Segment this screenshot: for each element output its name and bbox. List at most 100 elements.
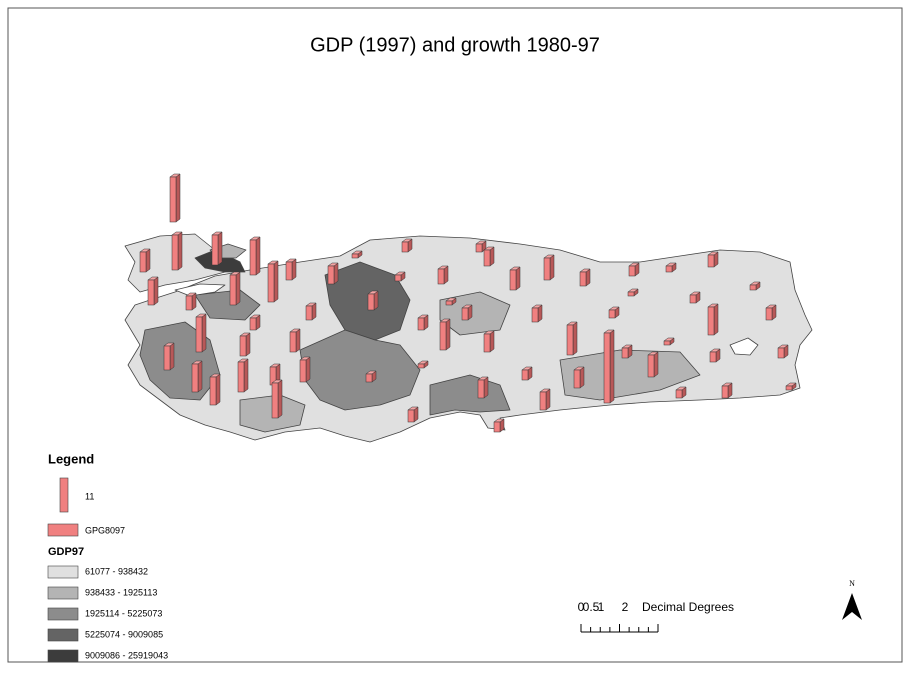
bar-side — [175, 173, 181, 223]
bar-front — [407, 409, 415, 423]
bar-side — [305, 356, 311, 383]
legend-symbol-field: GPG8097 — [85, 525, 125, 535]
bar-front — [777, 347, 785, 359]
bar-side — [277, 379, 283, 419]
legend-class-label: 9009086 - 25919043 — [85, 650, 168, 660]
scale-tick-label: 0 — [578, 600, 585, 614]
bar-front — [289, 331, 297, 353]
bar-side — [515, 266, 521, 291]
bar-side — [579, 366, 585, 389]
legend-bar-icon — [59, 477, 69, 513]
bar-front — [483, 333, 491, 353]
bar-side — [483, 376, 489, 399]
bar-front — [493, 421, 501, 433]
bar-side — [201, 313, 207, 353]
bar-front — [785, 385, 793, 391]
bar-side — [572, 321, 578, 356]
bar-side — [333, 262, 339, 285]
bar-front — [573, 369, 581, 389]
bar-front — [627, 291, 635, 297]
region-konya — [299, 329, 421, 411]
bar-side — [713, 303, 719, 336]
bar-front — [579, 271, 587, 287]
bar-front — [721, 385, 729, 399]
bar-front — [417, 317, 425, 331]
legend-class-label: 1925114 - 5225073 — [85, 608, 162, 618]
legend-class-swatch — [47, 586, 79, 600]
scale-bar: 00.51 2 Decimal Degrees — [578, 600, 734, 633]
bar-front — [709, 351, 717, 363]
region-south — [429, 374, 511, 416]
bar-front — [439, 321, 447, 351]
bar-front — [249, 239, 257, 276]
bar-front — [509, 269, 517, 291]
bar-side — [145, 248, 151, 273]
bar-front — [305, 305, 313, 321]
bar-side — [235, 271, 241, 306]
bar-side — [653, 351, 659, 378]
bar-front — [365, 373, 373, 383]
bar-front — [566, 324, 574, 356]
bar-side — [255, 236, 261, 276]
bar-front — [169, 176, 177, 223]
north-label: N — [849, 579, 855, 588]
legend-title: Legend — [48, 451, 94, 466]
bar-front — [249, 317, 257, 331]
bar-front — [675, 389, 683, 399]
bar-side — [177, 231, 183, 271]
bar-front — [665, 265, 673, 273]
legend-class-swatch — [47, 649, 79, 663]
bar-front — [367, 293, 375, 311]
bar-front — [163, 345, 171, 371]
bar-front — [603, 332, 611, 404]
bar-front — [285, 261, 293, 281]
bar-front — [628, 265, 636, 277]
bar-side — [273, 260, 279, 303]
bar-front — [351, 253, 359, 259]
bar-front — [461, 307, 469, 321]
bar-front — [209, 376, 217, 406]
north-arrow — [842, 593, 862, 620]
growth-bars — [139, 173, 797, 433]
scale-tick-label: 1 — [598, 600, 605, 614]
region-ankara — [324, 261, 411, 341]
legend-class-swatch — [47, 628, 79, 642]
bar-front — [707, 306, 715, 336]
bar-front — [477, 379, 485, 399]
bar-front — [185, 295, 193, 311]
bar-front — [271, 382, 279, 419]
bar-front — [543, 257, 551, 281]
bar-front — [531, 307, 539, 323]
bar-side — [243, 358, 249, 393]
legend-class-label: 61077 - 938432 — [85, 566, 148, 576]
bar-front — [147, 279, 155, 306]
lake-van — [729, 337, 759, 356]
legend-classes: 61077 - 938432 938433 - 1925113 1925114 - … — [47, 565, 168, 663]
bar-front — [663, 340, 671, 346]
bar-front — [394, 274, 402, 282]
bar-side — [609, 329, 615, 404]
bar-side — [197, 360, 203, 393]
bar-front — [483, 249, 491, 267]
bar-front — [139, 251, 147, 273]
scale-tick-label: 0.5 — [583, 600, 600, 614]
bar-side — [489, 330, 495, 353]
bar-front — [237, 361, 245, 393]
bar-side — [217, 231, 223, 266]
legend-class-label: 938433 - 1925113 — [85, 587, 157, 597]
legend-class-field: GDP97 — [48, 546, 84, 558]
legend-symbol-swatch — [47, 523, 79, 537]
bar-front — [191, 363, 199, 393]
bar-front — [327, 265, 335, 285]
scale-units: Decimal Degrees — [642, 600, 734, 614]
bar-front — [475, 243, 483, 253]
bar-front — [171, 234, 179, 271]
bar-side — [291, 258, 297, 281]
bar-front — [211, 234, 219, 266]
bar-front — [749, 284, 757, 291]
map-title: GDP (1997) and growth 1980-97 — [310, 34, 600, 56]
turkey-map — [124, 233, 813, 443]
bar-side — [545, 388, 551, 411]
bar-front — [647, 354, 655, 378]
